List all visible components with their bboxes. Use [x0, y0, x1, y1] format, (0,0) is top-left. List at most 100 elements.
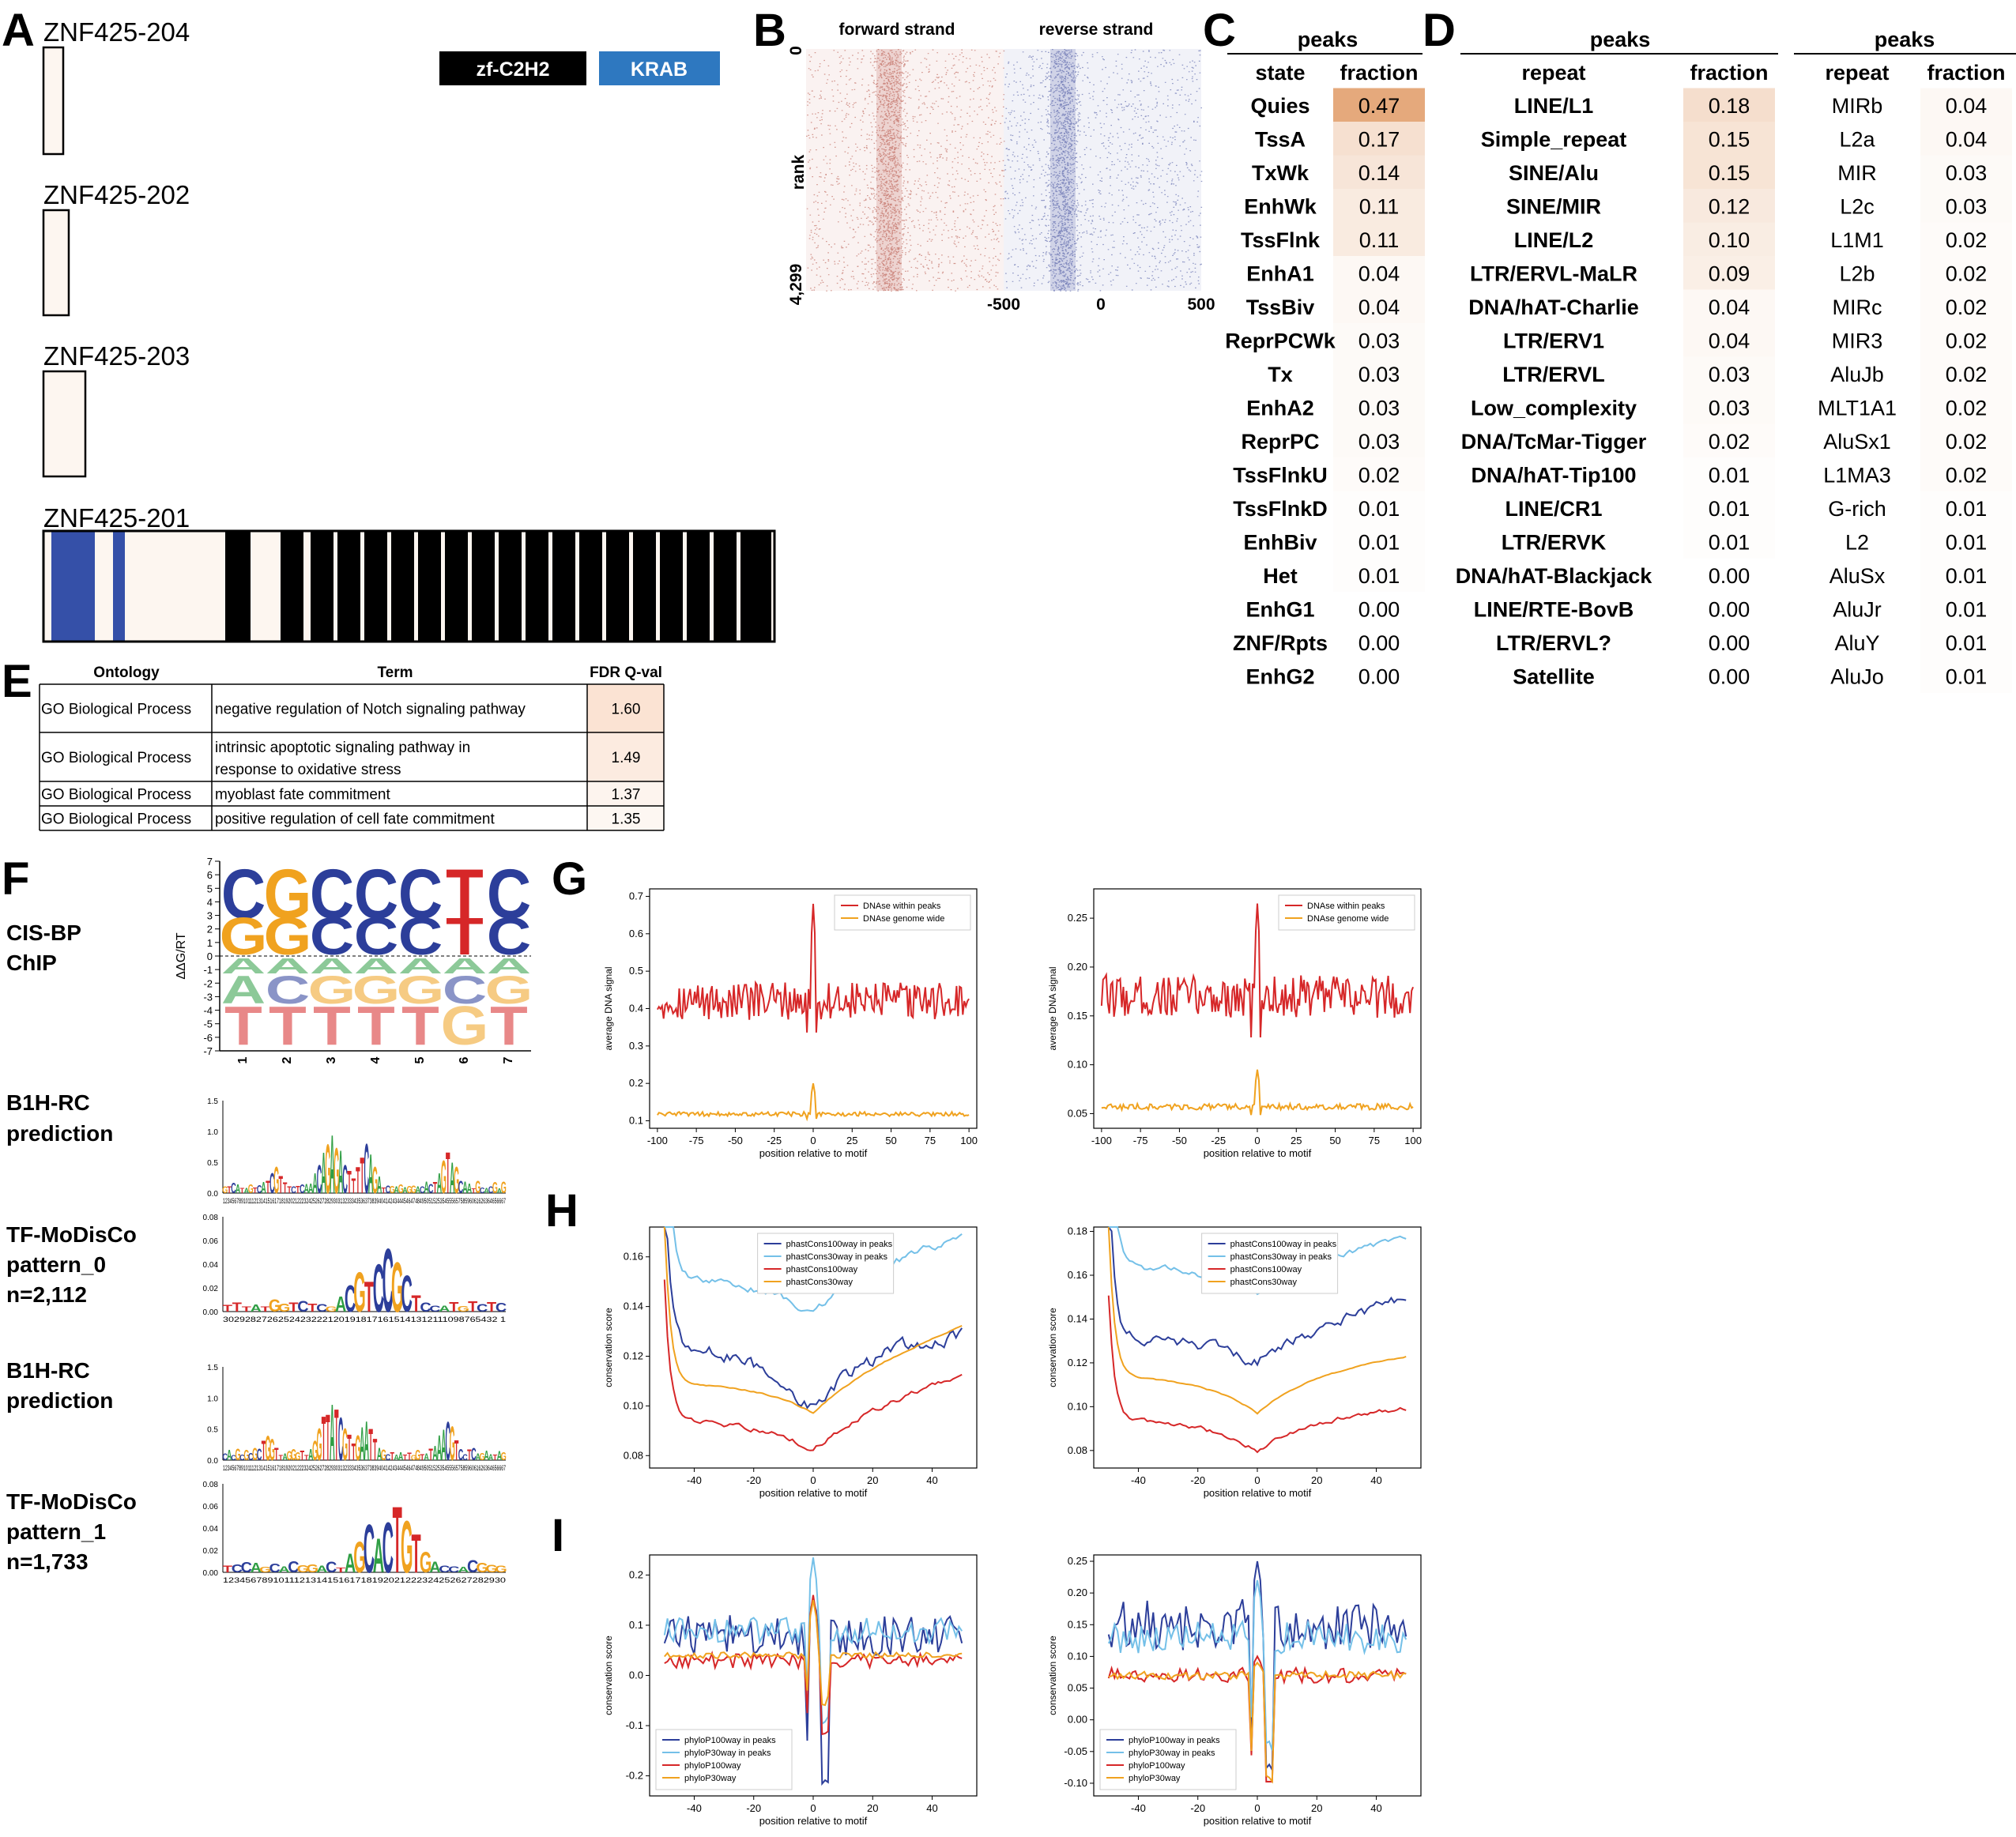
logo-letter: G	[287, 1448, 292, 1463]
fraction-cell-shading	[1333, 155, 1425, 190]
logo-letter: A	[282, 1452, 288, 1463]
chart-ytick-label: 0.25	[1068, 912, 1087, 924]
chart-ytick-label: 0.05	[1068, 1682, 1087, 1694]
go-header-term: Term	[377, 664, 413, 681]
legend-label: phastCons30way in peaks	[786, 1252, 888, 1262]
chart-series-line	[664, 1226, 963, 1312]
logo-letter: C	[488, 1185, 494, 1196]
chart-series-line	[1107, 1226, 1407, 1415]
chart-xlabel: position relative to motif	[1204, 1487, 1312, 1499]
legend-label: phyloP30way	[684, 1774, 737, 1783]
table-row-fraction: 0.04	[1946, 94, 1988, 118]
logo-letter: C	[317, 1157, 322, 1202]
table-row-label: DNA/TcMar-Tigger	[1461, 430, 1647, 454]
cisbp-logo-letter: C	[443, 968, 487, 1012]
chart-xtick-label: 0	[1254, 1802, 1260, 1814]
logo-letter: T	[390, 1450, 395, 1463]
logo-letter: A	[450, 1154, 454, 1203]
chart-i-left: -40 -20 0 20 40 -0.2 -0.1 0.0 0.1 0.2 position rel…	[603, 1554, 978, 1827]
cisbp-xtick-label: 6	[458, 1056, 471, 1063]
logo-ytick-label: 0.08	[203, 1481, 219, 1489]
table-row-fraction: 0.10	[1709, 228, 1750, 252]
logo-letter: T	[428, 1446, 432, 1464]
table-row-fraction: 0.00	[1358, 598, 1400, 622]
panel-d-subfamily-table: peaks repeat fraction MIRb 0.04 L2a 0.04 MIR 0.0…	[1794, 28, 2016, 693]
table-row-fraction: 0.00	[1709, 598, 1750, 622]
logo-letter: T	[242, 1305, 252, 1313]
heatmap-title-reverse: reverse strand	[1039, 21, 1154, 39]
chart-xtick-label: -20	[746, 1802, 761, 1814]
chart-xtick-label: -40	[687, 1802, 702, 1814]
chart-series-line	[664, 1600, 963, 1707]
logo-letter: C	[420, 1300, 431, 1315]
fraction-cell-shading	[1920, 222, 2012, 257]
fraction-cell-shading	[1683, 390, 1775, 424]
logo-letter: T	[360, 1146, 364, 1204]
cisbp-ylabel: ΔΔG/RT	[175, 932, 188, 980]
logo-letter: T	[232, 1299, 243, 1314]
table-row-label: DNA/hAT-Blackjack	[1456, 564, 1653, 588]
go-term-cell: intrinsic apoptotic signaling pathway in	[215, 740, 470, 756]
logo-letter: T	[347, 1165, 352, 1201]
chart-ytick-label: 0.10	[624, 1399, 643, 1411]
logo-letter: A	[467, 1180, 472, 1196]
logo-letter: A	[432, 1442, 437, 1465]
cisbp-logo-letter: T	[446, 854, 484, 933]
table-row-label: G-rich	[1828, 497, 1886, 521]
logo-letter: G	[406, 1185, 412, 1196]
logo-letter: A	[338, 1138, 343, 1206]
fraction-cell-shading	[1920, 356, 2012, 391]
cisbp-logo-letter: T	[224, 995, 262, 1056]
zinc-finger-block	[499, 531, 522, 642]
table-header-fraction: fraction	[1340, 61, 1418, 85]
cisbp-logo-letter: G	[264, 907, 312, 966]
table-row-fraction: 0.11	[1359, 228, 1400, 252]
logo-letter: T	[449, 1300, 459, 1316]
table-row-label: TssFlnkD	[1233, 497, 1328, 521]
chart-ytick-label: 0.10	[1068, 1400, 1087, 1412]
table-row-label: MIR	[1837, 161, 1877, 185]
logo-letter: G	[353, 1532, 365, 1582]
logo-letter: C	[232, 1562, 243, 1575]
cisbp-logo-letter: G	[264, 854, 312, 933]
logo-letter: A	[308, 1181, 314, 1196]
table-row-fraction: 0.00	[1709, 665, 1750, 689]
legend-label: phastCons100way in peaks	[1230, 1240, 1337, 1249]
chart-series-line	[1100, 903, 1415, 1038]
logo-letter: G	[381, 1447, 386, 1464]
table-row-label: AluSx1	[1823, 430, 1891, 454]
logo-letter: G	[390, 1184, 395, 1195]
cisbp-xtick-label: 1	[236, 1056, 250, 1063]
go-fdr-cell: 1.35	[612, 811, 641, 828]
chart-xtick-label: 0	[1254, 1135, 1260, 1146]
table-row-fraction: 0.02	[1946, 228, 1988, 252]
motif-row-label: ChIP	[6, 950, 57, 975]
logo-letter: G	[243, 1448, 249, 1464]
cisbp-logo-letter: C	[354, 854, 398, 933]
table-row-label: L2b	[1839, 262, 1875, 286]
cisbp-ytick-label: -3	[203, 991, 213, 1003]
table-row-label: MLT1A1	[1818, 397, 1897, 420]
legend-label: phyloP100way in peaks	[684, 1736, 776, 1745]
table-row-label: LTR/ERVK	[1502, 531, 1607, 555]
logo-letter: C	[467, 1557, 478, 1576]
logo-letter: G	[454, 1160, 459, 1202]
cisbp-xtick-label: 5	[413, 1056, 427, 1063]
zinc-finger-block	[714, 531, 737, 642]
table-header-label: state	[1255, 61, 1305, 85]
logo-letter: G	[398, 1181, 404, 1195]
logo-letter: A	[321, 1141, 326, 1206]
table-row-fraction: 0.04	[1709, 329, 1750, 353]
zinc-finger-block	[311, 531, 333, 642]
motif-row-label: prediction	[6, 1121, 113, 1146]
logo-ytick-label: 0.02	[203, 1547, 219, 1556]
chart-xlabel: position relative to motif	[759, 1487, 868, 1499]
logo-letter: C	[364, 1511, 375, 1587]
chart-xlabel: position relative to motif	[1204, 1147, 1312, 1159]
chart-ylabel: conservation score	[1047, 1308, 1058, 1387]
legend-krab-swatch	[599, 51, 720, 85]
chart-xtick-label: 75	[925, 1135, 936, 1146]
table-row-label: TssBiv	[1246, 296, 1315, 319]
logo-letter: T	[223, 1564, 232, 1575]
panel-c-state-table: peaks state fraction Quies 0.47 TssA 0.17 TxWk 0…	[1225, 28, 1425, 693]
